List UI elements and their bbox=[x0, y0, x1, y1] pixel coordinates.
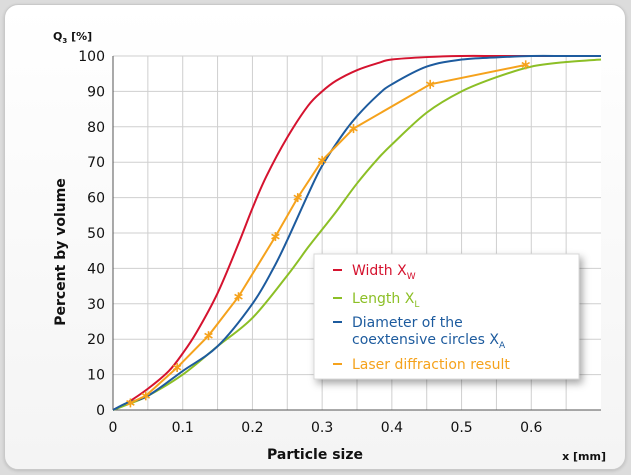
x-axis-title: Particle size bbox=[267, 447, 363, 463]
x-tick-label: 0.6 bbox=[520, 420, 542, 436]
legend-item-length: Length XL bbox=[333, 291, 419, 310]
series-layer bbox=[112, 54, 602, 411]
y-unit-label: Q3 [%] bbox=[53, 30, 92, 45]
y-tick-label: 70 bbox=[87, 155, 105, 171]
x-tick-label: 0.1 bbox=[172, 420, 194, 436]
data-point-laser-diffraction bbox=[317, 155, 327, 165]
x-tick-label: 0.2 bbox=[241, 420, 263, 436]
data-point-laser-diffraction bbox=[425, 79, 435, 89]
data-point-laser-diffraction bbox=[126, 398, 135, 408]
series-line-width bbox=[112, 54, 567, 411]
x-tick-label: 0.3 bbox=[311, 420, 333, 436]
legend-label: Laser diffraction result bbox=[352, 357, 510, 373]
data-point-laser-diffraction bbox=[349, 124, 358, 134]
data-point-laser-diffraction bbox=[234, 292, 243, 302]
y-tick-label: 20 bbox=[87, 332, 105, 348]
data-point-laser-diffraction bbox=[271, 232, 280, 242]
y-unit-sub: 3 bbox=[62, 37, 67, 45]
legend-item-laser-diffraction: Laser diffraction result bbox=[333, 357, 510, 373]
y-tick-label: 100 bbox=[78, 49, 105, 65]
legend-label: Width XW bbox=[352, 263, 416, 282]
y-tick-label: 50 bbox=[87, 226, 105, 242]
y-tick-label: 80 bbox=[87, 120, 105, 136]
y-tick-label: 0 bbox=[96, 403, 105, 419]
legend-box bbox=[313, 253, 580, 380]
data-point-laser-diffraction bbox=[293, 193, 303, 203]
legend-label: coextensive circles XA bbox=[352, 332, 506, 351]
data-point-laser-diffraction bbox=[204, 331, 213, 341]
y-tick-label: 90 bbox=[87, 84, 105, 100]
y-tick-label: 40 bbox=[87, 261, 105, 277]
x-unit-label: x [mm] bbox=[562, 450, 606, 463]
x-tick-label: 0.5 bbox=[450, 420, 472, 436]
y-unit-main: Q bbox=[53, 30, 62, 43]
legend-label: Diameter of the bbox=[352, 315, 463, 331]
data-point-laser-diffraction bbox=[141, 391, 151, 401]
y-tick-label: 60 bbox=[87, 191, 105, 207]
legend-label: Length XL bbox=[352, 291, 419, 310]
x-tick-label: 0.4 bbox=[381, 420, 403, 436]
y-tick-label: 10 bbox=[87, 368, 105, 384]
data-point-laser-diffraction bbox=[172, 363, 182, 373]
y-unit-rest: [%] bbox=[67, 30, 92, 43]
legend: Width XW Length XL Diameter of thecoextens… bbox=[313, 253, 580, 380]
series-line-length bbox=[112, 58, 602, 411]
tick-labels: 0 10 20 30 40 50 60 70 80 90 100 0 0.1 0.2 0.3 0.4 0.5 0.… bbox=[78, 49, 542, 436]
axes bbox=[112, 56, 601, 411]
y-axis-title: Percent by volume bbox=[53, 178, 69, 326]
data-point-laser-diffraction bbox=[521, 60, 531, 70]
x-tick-label: 0 bbox=[109, 420, 118, 436]
y-tick-label: 30 bbox=[87, 297, 105, 313]
legend-item-width: Width XW bbox=[333, 263, 416, 282]
